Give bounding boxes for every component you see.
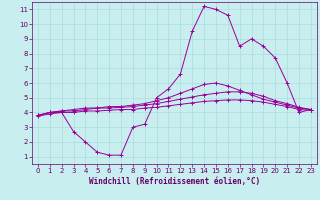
- X-axis label: Windchill (Refroidissement éolien,°C): Windchill (Refroidissement éolien,°C): [89, 177, 260, 186]
